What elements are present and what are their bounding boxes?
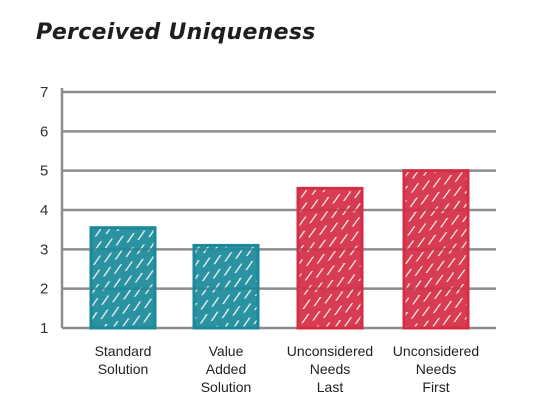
x-tick-label-3-1: Needs bbox=[416, 361, 456, 377]
y-tick-label-4: 4 bbox=[40, 202, 48, 219]
y-tick-label-3: 3 bbox=[40, 241, 48, 258]
bar-2 bbox=[296, 186, 364, 330]
x-tick-label-2-2: Last bbox=[317, 379, 344, 395]
x-tick-label-1-0: Value bbox=[209, 343, 244, 359]
bar-3 bbox=[402, 169, 470, 330]
bar-1 bbox=[192, 243, 260, 330]
x-tick-label-0-1: Solution bbox=[98, 361, 149, 377]
chart-title: Perceived Uniqueness bbox=[36, 20, 316, 45]
y-tick-label-2: 2 bbox=[40, 281, 48, 298]
x-tick-label-1-2: Solution bbox=[201, 379, 252, 395]
x-tick-label-3-0: Unconsidered bbox=[393, 343, 479, 359]
x-tick-label-0-0: Standard bbox=[95, 343, 152, 359]
y-tick-label-7: 7 bbox=[40, 84, 48, 101]
y-tick-label-1: 1 bbox=[40, 320, 48, 337]
x-tick-label-1-1: Added bbox=[206, 361, 246, 377]
bar-outline-1 bbox=[192, 243, 260, 330]
bar-outline-3 bbox=[402, 169, 470, 330]
y-tick-label-5: 5 bbox=[40, 163, 48, 180]
bar-outline-0 bbox=[89, 226, 157, 330]
y-tick-label-6: 6 bbox=[40, 123, 48, 140]
bars bbox=[89, 169, 470, 330]
x-tick-label-3-2: First bbox=[422, 379, 449, 395]
x-tick-label-2-0: Unconsidered bbox=[287, 343, 373, 359]
bar-0 bbox=[89, 226, 157, 330]
y-axis: 1 2 3 4 5 6 7 bbox=[40, 84, 64, 337]
x-axis-labels: Standard Solution Value Added Solution Uncons… bbox=[95, 343, 480, 395]
x-tick-label-2-1: Needs bbox=[310, 361, 350, 377]
bar-outline-2 bbox=[296, 186, 364, 330]
